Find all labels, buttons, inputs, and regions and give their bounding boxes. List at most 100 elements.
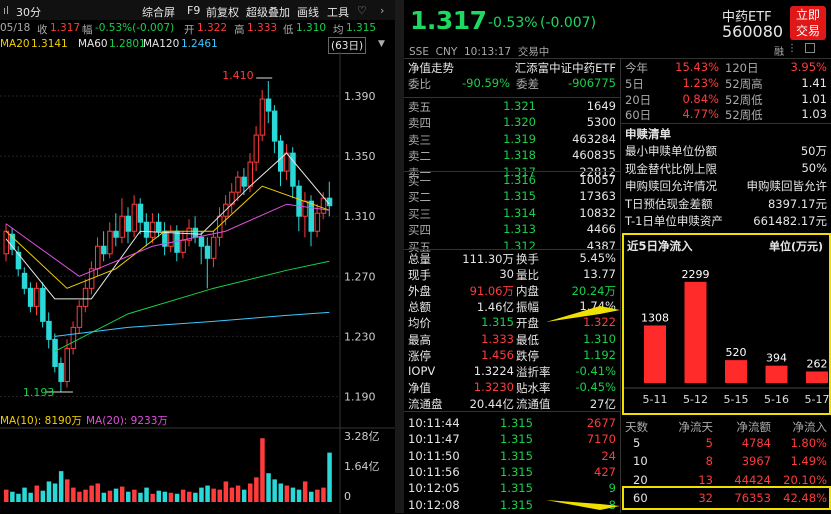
- volume-bar: [150, 493, 155, 502]
- heart-icon[interactable]: ♡: [357, 4, 367, 17]
- flow-net-days: 13: [698, 472, 713, 487]
- wc-label: 委差: [516, 77, 539, 91]
- stat-label: 流通盘: [408, 396, 443, 411]
- bid-row: 买四 1.313 4466: [404, 222, 620, 238]
- redemption-label: 现金替代比例上限: [625, 161, 717, 176]
- perf-row: 5日 1.23% 52周高 1.41: [621, 76, 831, 92]
- ma120-label: MA120: [143, 38, 180, 50]
- stat-label: 总量: [408, 252, 431, 266]
- expand-icon[interactable]: [805, 43, 815, 53]
- volume-bar: [132, 489, 137, 502]
- trade-now-button[interactable]: 立即 交易: [790, 6, 826, 40]
- volume-bar: [119, 486, 125, 502]
- volume-bar: [302, 481, 308, 502]
- volume-bar: [248, 483, 253, 502]
- candle-body: [259, 98, 266, 136]
- bid-row-label: 买二: [408, 190, 431, 205]
- menu-adjust[interactable]: 前复权: [206, 6, 239, 19]
- ma-bar: MA20 1.3141 MA60 1.2801 MA120 1.2461 (63…: [0, 37, 395, 54]
- ask-row-value: 1.320: [503, 115, 536, 130]
- chart-period-icon[interactable]: ıl: [3, 4, 10, 17]
- stat-row: 外盘 91.06万 内盘 20.24万: [404, 283, 620, 299]
- candle-body: [271, 110, 278, 142]
- volume-axis-label: 0: [344, 490, 351, 503]
- redemption-value: 50%: [801, 160, 827, 175]
- volume-bar: [211, 488, 216, 502]
- redemption-list: 申赎清单 最小申赎单位份额 50万 现金替代比例上限 50% 申购赎回允许情况 申购赎回皆…: [621, 124, 831, 232]
- flow-amount: 4784: [741, 436, 771, 450]
- price-axis-label: 1.230: [344, 330, 376, 343]
- stat-value: 27亿: [589, 396, 616, 411]
- kline-panel[interactable]: ıl 30分 综合屏 F9 前复权 超级叠加 画线 工具 ♡ › 05/18 收…: [0, 0, 395, 513]
- volume-bar: [40, 490, 46, 502]
- tick-volume: 8: [608, 497, 616, 512]
- nav-label: 净值走势: [408, 61, 454, 75]
- candle-body: [46, 320, 52, 340]
- tick-time: 10:11:50: [408, 448, 460, 463]
- inflow-bar: [725, 360, 747, 383]
- redemption-value: 661482.17元: [753, 214, 827, 229]
- candle-body: [265, 98, 272, 112]
- candle-body: [180, 239, 186, 253]
- change-amount: (-0.007): [540, 15, 597, 31]
- menu-tools[interactable]: 工具: [327, 6, 349, 19]
- candle-body: [296, 185, 302, 217]
- stat-label: 最高: [408, 332, 431, 347]
- ask-row-label: 卖一: [408, 165, 431, 180]
- volume-bar: [296, 489, 302, 502]
- stat-row: 最高 1.333 最低 1.310: [404, 332, 620, 348]
- stat-value: 1.333: [481, 331, 514, 346]
- range-button[interactable]: (63日): [328, 37, 367, 54]
- volume-bar: [290, 487, 296, 502]
- caret-down-icon[interactable]: ▼: [378, 39, 385, 49]
- stat-label: 溢折率: [516, 364, 551, 379]
- tick-price: 1.315: [500, 416, 533, 430]
- trade-now-line1: 立即: [795, 8, 820, 22]
- stat-row: 流通盘 20.44亿 流通值 27亿: [404, 396, 620, 412]
- ma120-value: 1.2461: [181, 38, 218, 50]
- volume-bar: [65, 479, 70, 502]
- flow-row: 60 32 76353 42.48%: [621, 491, 831, 507]
- change-percent: -0.53%: [488, 15, 538, 31]
- perf-value: 1.03: [801, 107, 827, 122]
- more-icon[interactable]: ⋮: [787, 43, 797, 54]
- net-flow-table: 天数 净流天 净流额 净流入 5 5 4784 1.80% 10 8 3967 1.49% 20 13 44…: [621, 416, 831, 513]
- volume-bar: [58, 471, 64, 502]
- candle-body: [131, 203, 138, 232]
- tick-volume: 9: [608, 481, 616, 496]
- flow-header: 净流入: [792, 420, 828, 434]
- tick-volume: 2677: [586, 416, 616, 430]
- net-inflow-chart-box: 近5日净流入 单位(万元) 1308 5-11 2299 5-12 520 5-15 394…: [622, 233, 831, 415]
- price-axis-label: 1.390: [344, 90, 376, 103]
- stat-value: 1.315: [481, 315, 514, 330]
- wb-value: -90.59%: [462, 76, 510, 90]
- volume-bar: [113, 488, 119, 502]
- flow-days: 60: [633, 491, 648, 506]
- perf-row: 今年 15.43% 120日 3.95%: [621, 60, 831, 76]
- vol-ma20: MA(20): 9233万: [86, 415, 168, 427]
- candle-body: [76, 305, 83, 328]
- volume-bar: [284, 485, 290, 502]
- inflow-category-label: 5-12: [683, 393, 708, 406]
- menu-comprehensive[interactable]: 综合屏: [142, 6, 175, 19]
- ask-row-volume: 463284: [572, 131, 616, 146]
- period-select[interactable]: 30分: [16, 6, 41, 19]
- kline-chart[interactable]: 1.390 1.350 1.310 1.270 1.230 1.190 1.410 1.193…: [0, 52, 395, 513]
- candle-body: [320, 197, 327, 214]
- volume-bar: [52, 483, 58, 502]
- redemption-title: 申赎清单: [625, 127, 671, 141]
- candle-body: [278, 140, 284, 172]
- volume-bar: [260, 438, 265, 502]
- stat-label: 总额: [408, 300, 431, 315]
- nav-row[interactable]: 净值走势 汇添富中证中药ETF: [404, 60, 620, 76]
- stat-value: 1.46亿: [476, 300, 514, 315]
- chevron-right-icon[interactable]: ›: [380, 4, 385, 17]
- tick-row: 10:11:50 1.315 24: [404, 449, 620, 465]
- perf-value: 1.41: [801, 75, 827, 90]
- panel-divider[interactable]: [395, 0, 404, 513]
- menu-draw[interactable]: 画线: [297, 6, 319, 19]
- perf-label: 今年: [625, 61, 648, 75]
- perf-label: 52周低: [725, 92, 763, 107]
- menu-f9[interactable]: F9: [187, 4, 201, 17]
- menu-overlay[interactable]: 超级叠加: [246, 6, 290, 19]
